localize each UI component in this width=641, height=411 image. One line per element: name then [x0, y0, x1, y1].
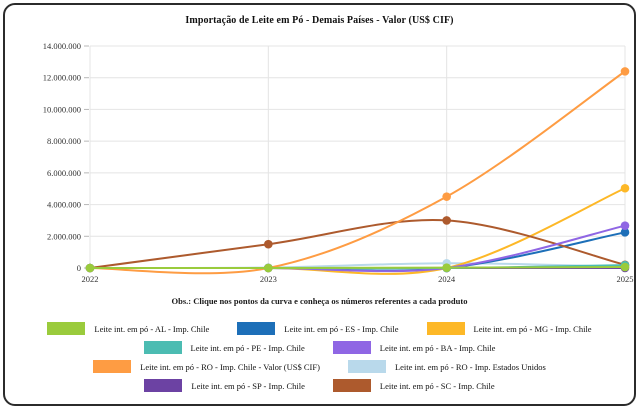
y-axis-label: 0 — [77, 263, 81, 273]
data-point[interactable] — [264, 263, 273, 273]
legend-row: Leite int. em pó - PE - Imp. Chile Leite … — [5, 338, 634, 357]
legend-swatch — [332, 379, 371, 392]
data-point[interactable] — [442, 192, 451, 201]
legend-label: Leite int. em pó - SC - Imp. Chile — [379, 380, 495, 391]
legend-item[interactable]: Leite int. em pó - SP - Imp. Chile — [144, 379, 305, 392]
y-axis-label: 2.000.000 — [47, 231, 81, 241]
legend-swatch — [93, 360, 132, 373]
series-line-2 — [90, 187, 626, 275]
x-axis-label: 2023 — [260, 274, 277, 284]
legend-swatch — [426, 322, 465, 335]
legend-swatch — [143, 341, 182, 354]
legend-label: Leite int. em pó - PE - Imp. Chile — [190, 342, 305, 353]
x-axis-label: 2025 — [617, 274, 634, 284]
legend-item[interactable]: Leite int. em pó - BA - Imp. Chile — [332, 341, 496, 354]
chart-note: Obs.: Clique nos pontos da curva e conhe… — [171, 296, 468, 306]
legend-item[interactable]: Leite int. em pó - RO - Imp. Chile - Val… — [93, 360, 320, 373]
legend-label: Leite int. em pó - AL - Imp. Chile — [94, 323, 210, 334]
legend-item[interactable]: Leite int. em pó - ES - Imp. Chile — [237, 322, 399, 335]
y-axis-label: 4.000.000 — [47, 200, 81, 210]
legend-label: Leite int. em pó - SP - Imp. Chile — [191, 380, 305, 391]
data-point[interactable] — [620, 228, 630, 237]
x-axis-label: 2024 — [438, 274, 456, 284]
legend-label: Leite int. em pó - RO - Imp. Estados Uni… — [394, 361, 546, 372]
legend-item[interactable]: Leite int. em pó - AL - Imp. Chile — [47, 322, 209, 335]
legend-label: Leite int. em pó - BA - Imp. Chile — [379, 342, 496, 353]
legend-label: Leite int. em pó - MG - Imp. Chile — [473, 323, 592, 334]
y-axis-label: 12.000.000 — [43, 73, 81, 83]
legend-label: Leite int. em pó - ES - Imp. Chile — [284, 323, 399, 334]
data-point[interactable] — [620, 262, 630, 272]
data-point[interactable] — [442, 263, 451, 272]
plot-area: 0 2.000.000 4.000.000 6.000.000 8.000.000 10.… — [43, 41, 634, 284]
series-line-0 — [89, 266, 626, 270]
legend-row: Leite int. em pó - RO - Imp. Chile - Val… — [5, 357, 634, 376]
legend-item[interactable]: Leite int. em pó - RO - Imp. Estados Uni… — [347, 360, 546, 373]
legend: Leite int. em pó - AL - Imp. Chile Leite … — [5, 319, 634, 395]
x-axis-label: 2022 — [82, 274, 99, 284]
chart-title: Importação de Leite em Pó - Demais Paíse… — [185, 15, 454, 26]
legend-item[interactable]: Leite int. em pó - SC - Imp. Chile — [332, 379, 495, 392]
legend-swatch — [237, 322, 276, 335]
legend-swatch — [47, 322, 86, 335]
series-line-8 — [89, 219, 626, 269]
legend-item[interactable]: Leite int. em pó - PE - Imp. Chile — [143, 341, 305, 354]
legend-item[interactable]: Leite int. em pó - MG - Imp. Chile — [426, 322, 592, 335]
legend-swatch — [347, 360, 386, 373]
data-point[interactable] — [620, 221, 630, 230]
chart-card: Importação de Leite em Pó - Demais Paíse… — [3, 3, 636, 406]
y-axis-label: 8.000.000 — [47, 136, 81, 146]
legend-swatch — [332, 341, 371, 354]
legend-label: Leite int. em pó - RO - Imp. Chile - Val… — [140, 361, 320, 372]
data-point[interactable] — [85, 263, 95, 273]
data-point[interactable] — [442, 216, 451, 225]
series-line-5 — [89, 70, 626, 275]
y-axis-label: 14.000.000 — [43, 41, 81, 51]
legend-row: Leite int. em pó - AL - Imp. Chile Leite … — [5, 319, 634, 338]
y-axis-label: 10.000.000 — [43, 104, 81, 114]
data-point[interactable] — [264, 239, 273, 249]
data-point[interactable] — [620, 67, 630, 76]
data-point[interactable] — [620, 183, 630, 193]
legend-row: Leite int. em pó - SP - Imp. Chile Leite … — [5, 376, 634, 395]
y-axis-label: 6.000.000 — [47, 168, 81, 178]
legend-swatch — [144, 379, 183, 392]
